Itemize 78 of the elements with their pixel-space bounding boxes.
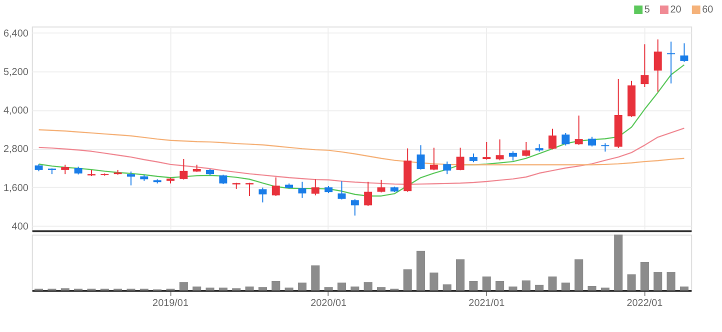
- bar: [600, 288, 610, 290]
- candlestick: [548, 128, 556, 150]
- bar: [654, 272, 662, 290]
- bar: [561, 282, 570, 290]
- bar: [337, 282, 346, 290]
- y-tick-label: 2,800: [4, 144, 29, 156]
- candlestick: [496, 138, 504, 161]
- y-tick-label: 1,600: [4, 182, 29, 194]
- bar: [298, 282, 307, 290]
- candlestick: [272, 176, 280, 196]
- candlestick: [258, 187, 267, 203]
- candlestick: [680, 42, 688, 62]
- legend-label: 20: [670, 4, 682, 16]
- bar: [614, 234, 623, 290]
- candlestick: [601, 142, 610, 152]
- bar: [311, 265, 320, 290]
- candlestick: [61, 164, 70, 175]
- candlestick: [350, 198, 359, 216]
- bar: [350, 286, 360, 290]
- candlestick: [522, 141, 530, 157]
- bar: [574, 259, 584, 290]
- candlestick: [246, 182, 254, 196]
- y-tick-label: 5,200: [4, 67, 29, 78]
- candlestick: [298, 181, 306, 198]
- x-tick-label: 2022/01: [626, 298, 664, 309]
- candlestick: [640, 44, 649, 88]
- y-tick-label: 4,000: [4, 106, 29, 117]
- candlestick: [456, 147, 464, 171]
- candlestick: [180, 158, 188, 180]
- bar: [403, 269, 412, 290]
- bar: [376, 287, 386, 290]
- bar: [496, 280, 504, 290]
- candlestick: [430, 147, 438, 171]
- bar: [442, 284, 452, 290]
- bar: [469, 280, 478, 290]
- x-tick-label: 2020/01: [310, 298, 347, 309]
- x-tick-label: 2019/01: [152, 298, 189, 309]
- bar: [548, 276, 557, 290]
- bar: [535, 284, 544, 290]
- candlestick: [508, 150, 517, 162]
- bar: [627, 274, 636, 290]
- bar: [179, 282, 188, 290]
- candlestick: [338, 180, 346, 200]
- bar: [680, 286, 688, 290]
- legend-label: 5: [644, 4, 650, 16]
- x-tick-label: 2021/01: [468, 298, 506, 309]
- legend-label: 60: [702, 4, 714, 16]
- candlestick: [311, 178, 320, 196]
- candlestick: [667, 41, 676, 84]
- candlestick: [654, 38, 662, 92]
- candlestick: [364, 181, 372, 206]
- bar: [192, 286, 202, 290]
- bar: [522, 280, 530, 290]
- bar: [416, 250, 426, 290]
- bar: [218, 288, 228, 290]
- candlestick: [574, 115, 583, 146]
- candlestick: [443, 161, 452, 175]
- bar: [588, 286, 596, 290]
- candlestick: [127, 171, 135, 186]
- bar: [456, 259, 465, 290]
- bar: [206, 288, 214, 290]
- candlestick: [377, 179, 386, 193]
- bar: [508, 286, 518, 290]
- bar: [245, 286, 254, 290]
- candlestick: [562, 132, 570, 146]
- bar: [258, 287, 267, 290]
- candlestick: [482, 141, 491, 160]
- candlestick: [588, 136, 596, 147]
- y-tick-label: 400: [12, 221, 29, 232]
- candlestick: [219, 174, 228, 185]
- candlestick: [416, 144, 425, 170]
- bar: [272, 280, 280, 290]
- bar: [430, 272, 438, 290]
- line-series: [38, 128, 685, 185]
- bar: [284, 288, 294, 290]
- bar: [364, 282, 372, 290]
- y-tick-label: 6,400: [4, 28, 29, 40]
- bar: [666, 272, 676, 290]
